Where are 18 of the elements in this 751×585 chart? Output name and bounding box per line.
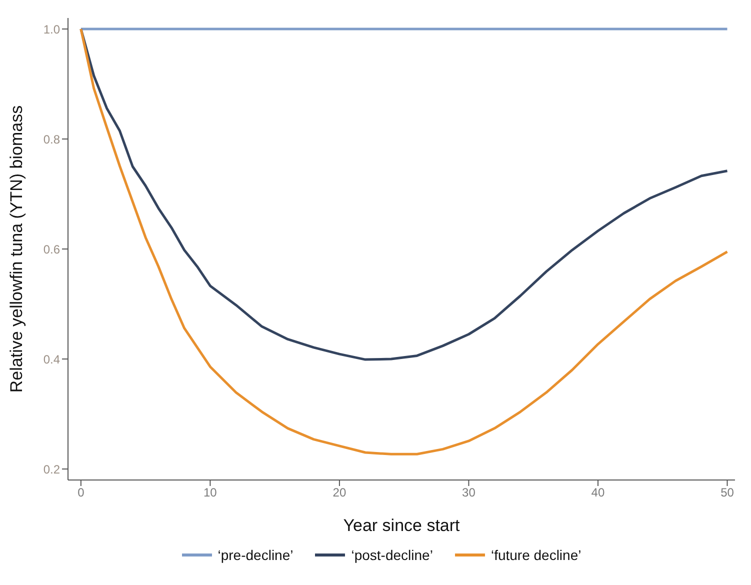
legend-label: ‘future decline’ (490, 547, 582, 563)
line-series (80, 28, 728, 361)
x-axis-title: Year since start (343, 516, 460, 535)
y-tick-label: 0.4 (43, 352, 60, 366)
y-tick-label: 0.2 (43, 462, 60, 476)
line-series (80, 28, 728, 456)
legend-label: ‘pre-decline’ (218, 547, 294, 563)
y-axis-title: Relative yellowfin tuna (YTN) biomass (7, 105, 26, 393)
x-tick-label: 50 (720, 486, 734, 500)
y-tick-label: 0.8 (43, 132, 60, 146)
legend-label: ‘post-decline’ (351, 547, 433, 563)
x-tick-label: 40 (591, 486, 605, 500)
x-tick-label: 10 (204, 486, 218, 500)
x-tick-label: 0 (78, 486, 85, 500)
y-tick-label: 0.6 (43, 242, 60, 256)
x-tick-label: 30 (462, 486, 476, 500)
x-tick-label: 20 (332, 486, 346, 500)
y-tick-label: 1.0 (43, 22, 60, 36)
